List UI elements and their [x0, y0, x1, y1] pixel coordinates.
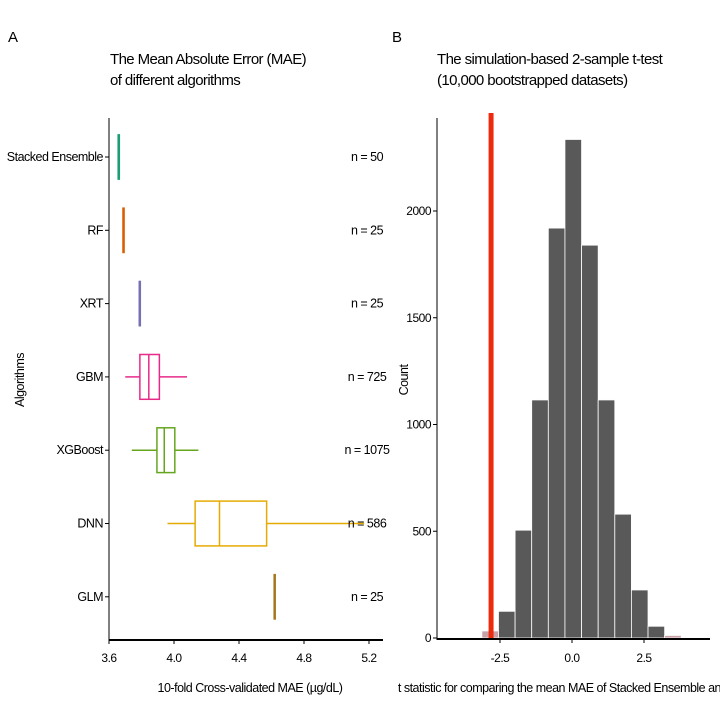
histogram-bar [581, 244, 599, 639]
y-tick-label: 1000 [406, 418, 432, 432]
box-xrt: XRT n = 25 [80, 280, 384, 327]
histogram-area [481, 113, 682, 639]
category-label: GBM [76, 370, 103, 384]
box [156, 427, 176, 474]
n-label: n = 586 [348, 517, 387, 531]
n-label: n = 25 [351, 297, 384, 311]
histogram-bar [514, 529, 533, 639]
panel-b-title-line2: (10,000 bootstrapped datasets) [437, 72, 628, 89]
n-label: n = 25 [351, 590, 384, 604]
panel-b-x-label: t statistic for comparing the mean MAE o… [398, 681, 720, 695]
n-label: n = 25 [351, 223, 384, 237]
panel-a-label: A [8, 29, 18, 46]
histogram-bar [498, 610, 516, 639]
panel-b-label: B [392, 29, 402, 46]
category-label: DNN [77, 517, 103, 531]
y-tick-label: 500 [412, 524, 431, 538]
x-tick-label: 2.5 [636, 651, 652, 665]
panel-a-y-label: Algorithms [13, 353, 27, 407]
box-xgboost: XGBoost n = 1075 [56, 427, 391, 474]
box-glm: GLM n = 25 [77, 573, 384, 620]
box-dnn: DNN n = 586 [77, 500, 387, 547]
box-rf: RF n = 25 [87, 207, 384, 254]
histogram-bar [614, 513, 632, 639]
panel-a-x-label: 10-fold Cross-validated MAE (µg/dL) [158, 681, 343, 695]
x-tick-label: 5.2 [361, 651, 377, 665]
category-label: GLM [77, 590, 103, 604]
panel-a-title-line2: of different algorithms [110, 72, 240, 89]
histogram-bar [564, 139, 582, 639]
histogram-bar [631, 589, 649, 639]
category-label: Stacked Ensemble [7, 150, 104, 164]
n-label: n = 1075 [344, 443, 390, 457]
category-label: RF [87, 223, 104, 237]
histogram-bar [597, 399, 616, 639]
histogram-bar [531, 399, 549, 639]
panel-b-title-line1: The simulation-based 2-sample t-test [437, 51, 664, 68]
n-label: n = 725 [348, 370, 387, 384]
x-tick-label: 4.8 [296, 651, 312, 665]
box [139, 353, 161, 401]
n-label: n = 50 [351, 150, 384, 164]
x-tick-label: 4.4 [231, 651, 247, 665]
box-stacked-ensemble: Stacked Ensemble n = 50 [7, 134, 384, 180]
histogram-bar [547, 227, 566, 639]
x-tick-label: 0.0 [564, 651, 580, 665]
panel-b-ticks: -2.5 0.0 2.5 0 500 1000 1500 2000 [406, 204, 653, 665]
y-tick-label: 1500 [406, 311, 432, 325]
category-label: XRT [80, 297, 104, 311]
x-tick-label: -2.5 [491, 651, 511, 665]
panel-a-x-ticks: 3.6 4.0 4.4 4.8 5.2 [101, 640, 378, 665]
box [194, 500, 268, 547]
histogram-bar [647, 625, 666, 639]
x-tick-label: 4.0 [166, 651, 182, 665]
histogram-bar [664, 635, 682, 639]
y-tick-label: 2000 [406, 204, 432, 218]
panel-a-title-line1: The Mean Absolute Error (MAE) [110, 51, 307, 68]
y-tick-label: 0 [425, 631, 432, 645]
panel-b-y-label: Count [397, 364, 411, 396]
x-tick-label: 3.6 [101, 651, 117, 665]
box-gbm: GBM n = 725 [76, 353, 387, 401]
category-label: XGBoost [56, 443, 104, 457]
